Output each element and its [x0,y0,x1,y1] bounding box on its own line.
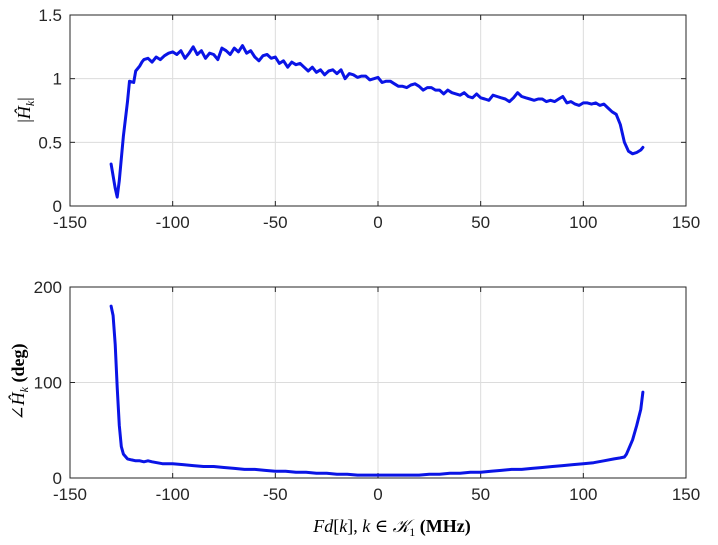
svg-text:|Ĥk|: |Ĥk| [13,97,37,123]
series-line [109,304,645,477]
x-tick-label: 100 [569,485,597,504]
series-line [109,44,645,199]
x-tick-label: 50 [471,213,490,232]
y-tick-label: 200 [34,278,62,297]
x-tick-label: 0 [373,213,382,232]
y-tick-label: 0 [53,197,62,216]
x-tick-label: 50 [471,485,490,504]
x-tick-label: -150 [53,213,87,232]
phase-subplot: -150 -100 -50 0 50 100 150 0 100 200 [34,278,701,504]
x-tick-label: -100 [156,485,190,504]
x-tick-label: 0 [373,485,382,504]
x-tick-label: -100 [156,213,190,232]
magnitude-subplot: -150 -100 -50 0 50 100 150 0 0.5 1 1.5 [38,6,700,232]
y-tick-label: 1.5 [38,6,62,25]
y-tick-label: 1 [53,70,62,89]
x-tick-label: 150 [672,485,700,504]
x-tick-label: 150 [672,213,700,232]
x-tick-label: -150 [53,485,87,504]
phase-x-axis-label: Fd[k], k ∈ 𝒦1 (MHz) [312,516,471,539]
x-tick-label: -50 [263,213,288,232]
x-tick-label: 100 [569,213,597,232]
magnitude-y-axis-label: |Ĥk| [13,97,37,123]
x-tick-label: -50 [263,485,288,504]
svg-text:∠Ĥk (deg): ∠Ĥk (deg) [7,344,31,421]
y-tick-label: 0.5 [38,133,62,152]
y-tick-label: 0 [53,469,62,488]
phase-y-axis-label: ∠Ĥk (deg) [7,344,31,421]
svg-text:Fd[k], k ∈ 𝒦1 (MHz): Fd[k], k ∈ 𝒦1 (MHz) [312,516,471,539]
y-tick-label: 100 [34,374,62,393]
